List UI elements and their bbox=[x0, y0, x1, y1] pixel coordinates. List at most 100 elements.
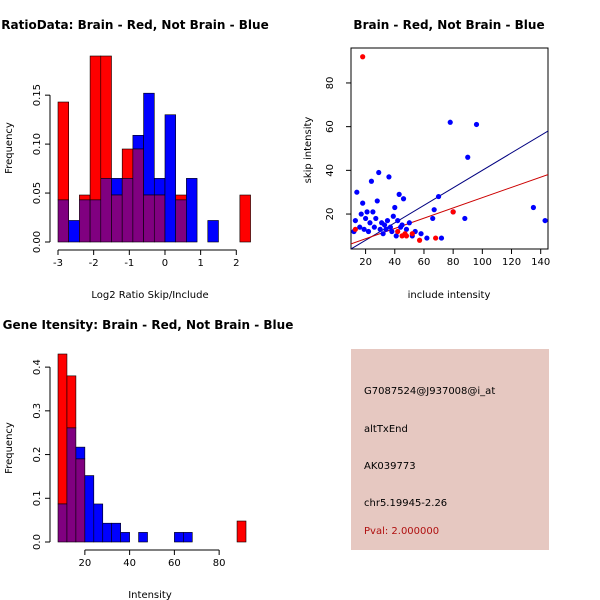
scatter-x-tick-label: 60 bbox=[418, 257, 431, 268]
ratio-bar-brain bbox=[100, 55, 112, 179]
scatter-point-not-brain bbox=[390, 213, 396, 219]
scatter-point-not-brain bbox=[377, 226, 383, 232]
ratio-bar-not-brain bbox=[186, 178, 198, 243]
location: chr5.19945-2.26 bbox=[364, 498, 448, 509]
scatter-x-tick-label: 80 bbox=[447, 257, 460, 268]
scatter-point-brain bbox=[416, 237, 423, 243]
ratio-histogram-axes: -3 -2 -1 0 1 2 0.00 0.05 0.10 0.15 bbox=[32, 84, 239, 269]
ratio-bar-overlap bbox=[100, 178, 112, 243]
intensity-histogram-axes: 20 40 60 80 0.0 0.1 0.2 0.3 0.4 bbox=[32, 359, 226, 569]
ratio-x-tick-label: 1 bbox=[197, 258, 203, 269]
intensity-bar-not-brain bbox=[120, 532, 130, 543]
intensity-histogram-xlabel: Intensity bbox=[128, 590, 172, 600]
scatter-y-tick-label: 20 bbox=[325, 208, 336, 221]
scatter-point-not-brain bbox=[403, 226, 410, 232]
scatter-point-brain bbox=[403, 233, 410, 239]
scatter-point-brain bbox=[352, 226, 358, 232]
intensity-y-tick-label: 0.2 bbox=[32, 447, 43, 463]
intensity-histogram-ylabel: Frequency bbox=[4, 422, 15, 474]
scatter-point-not-brain bbox=[418, 231, 424, 237]
scatter-y-tick-label: 40 bbox=[325, 164, 336, 177]
scatter-point-not-brain bbox=[431, 207, 437, 213]
scatter-point-not-brain bbox=[462, 215, 468, 222]
scatter-point-not-brain bbox=[438, 235, 445, 241]
scatter-point-not-brain bbox=[367, 220, 373, 226]
ratio-bar-not-brain bbox=[132, 134, 144, 150]
ratio-histogram-title: RatioData: Brain - Red, Not Brain - Blue bbox=[1, 18, 268, 32]
ratio-bar-not-brain bbox=[153, 178, 166, 196]
scatter-axes: 20 40 60 80 100 120 140 20 40 60 80 bbox=[325, 77, 550, 268]
scatter-point-not-brain bbox=[465, 154, 471, 160]
event-type: altTxEnd bbox=[364, 424, 408, 435]
scatter-point-brain bbox=[360, 54, 366, 60]
intensity-y-tick-label: 0.3 bbox=[32, 403, 43, 419]
ratio-bar-brain bbox=[175, 194, 187, 201]
ratio-bar-overlap bbox=[121, 178, 134, 243]
scatter-point-not-brain bbox=[400, 196, 407, 202]
ratio-bar-not-brain bbox=[68, 220, 80, 243]
scatter-point-not-brain bbox=[424, 235, 430, 241]
scatter-xlabel: include intensity bbox=[408, 290, 491, 301]
ratio-bar-brain bbox=[89, 55, 102, 201]
scatter-point-not-brain bbox=[376, 169, 382, 176]
scatter-x-tick-label: 100 bbox=[473, 257, 492, 268]
scatter-point-not-brain bbox=[399, 222, 405, 228]
intensity-bar-brain bbox=[236, 520, 247, 543]
intensity-histogram-title: Gene Itensity: Brain - Red, Not Brain - … bbox=[3, 318, 294, 332]
ratio-bar-overlap bbox=[132, 148, 144, 243]
pval: Pval: 2.000000 bbox=[364, 526, 440, 537]
intensity-bar-overlap bbox=[57, 503, 68, 543]
scatter-ylabel: skip intensity bbox=[303, 117, 314, 184]
scatter-y-tick-label: 60 bbox=[325, 120, 336, 133]
scatter-x-tick-label: 40 bbox=[388, 257, 401, 268]
ratio-bar-overlap bbox=[111, 194, 123, 243]
intensity-bar-not-brain bbox=[102, 522, 113, 543]
intensity-bar-overlap bbox=[66, 427, 77, 543]
scatter-y-tick-label: 80 bbox=[325, 77, 336, 90]
scatter-point-not-brain bbox=[352, 217, 358, 224]
scatter-point-not-brain bbox=[447, 119, 453, 125]
ratio-bar-overlap bbox=[143, 194, 155, 243]
scatter-point-brain bbox=[450, 209, 456, 215]
scatter-point-not-brain bbox=[542, 217, 548, 224]
ratio-x-tick-label: -2 bbox=[89, 258, 99, 269]
scatter-point-not-brain bbox=[430, 215, 436, 222]
ratio-histogram-bars bbox=[57, 55, 251, 243]
intensity-x-tick-label: 20 bbox=[78, 558, 91, 569]
scatter-point-not-brain bbox=[386, 174, 392, 180]
ratio-x-tick-label: 2 bbox=[233, 258, 239, 269]
intensity-bar-not-brain bbox=[84, 475, 95, 543]
scatter-point-brain bbox=[395, 228, 401, 235]
intensity-bar-overlap bbox=[75, 458, 86, 543]
ratio-histogram-xlabel: Log2 Ratio Skip/Include bbox=[91, 290, 208, 301]
ratio-bar-overlap bbox=[57, 199, 69, 243]
intensity-histogram-panel: Gene Itensity: Brain - Red, Not Brain - … bbox=[3, 318, 294, 600]
scatter-point-brain bbox=[409, 231, 415, 237]
scatter-point-not-brain bbox=[368, 178, 375, 184]
scatter-point-not-brain bbox=[387, 224, 393, 230]
intensity-scatter-panel: Brain - Red, Not Brain - Blue include in… bbox=[303, 18, 550, 301]
scatter-point-not-brain bbox=[370, 209, 376, 215]
probe-info-panel: G7087524@J937008@i_at altTxEnd AK039773 … bbox=[351, 349, 549, 550]
intensity-bar-not-brain bbox=[138, 532, 148, 543]
scatter-point-not-brain bbox=[364, 209, 370, 215]
ratio-bar-overlap bbox=[79, 199, 91, 243]
ratio-y-tick-label: 0.15 bbox=[32, 84, 43, 106]
intensity-y-tick-label: 0.4 bbox=[32, 359, 43, 375]
scatter-x-tick-label: 20 bbox=[359, 257, 372, 268]
scatter-point-not-brain bbox=[435, 193, 442, 200]
ratio-bar-not-brain bbox=[111, 178, 123, 196]
ratio-bar-brain bbox=[239, 194, 251, 243]
intensity-bar-brain bbox=[66, 375, 77, 429]
ratio-x-tick-label: -3 bbox=[53, 258, 63, 269]
scatter-point-not-brain bbox=[392, 204, 398, 211]
ratio-bar-overlap bbox=[175, 199, 187, 243]
ratio-bar-not-brain bbox=[143, 92, 155, 196]
scatter-point-not-brain bbox=[358, 211, 364, 217]
intensity-x-tick-label: 80 bbox=[213, 558, 226, 569]
ratio-x-tick-label: 0 bbox=[162, 258, 168, 269]
scatter-point-not-brain bbox=[373, 215, 379, 222]
ratio-bar-overlap bbox=[153, 194, 166, 243]
scatter-x-tick-label: 140 bbox=[531, 257, 550, 268]
scatter-point-not-brain bbox=[389, 228, 395, 235]
